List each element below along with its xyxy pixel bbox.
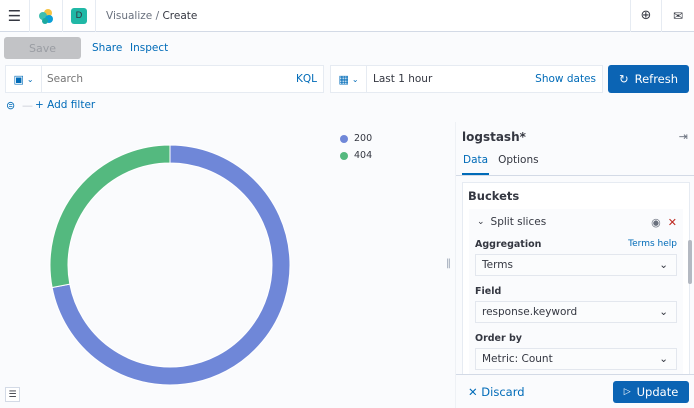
play-icon: ▷ — [623, 386, 631, 397]
breadcrumb-visualize[interactable]: Visualize — [106, 9, 153, 22]
kql-toggle[interactable]: KQL — [296, 73, 317, 85]
list-icon: ☰ — [8, 389, 17, 400]
discard-button[interactable]: ✕ Discard — [468, 385, 525, 399]
date-picker: ▦ ⌄ Last 1 hour Show dates — [330, 65, 603, 93]
filter-icon[interactable]: ⊜ — [6, 99, 16, 112]
legend: 200 404 — [340, 130, 372, 164]
split-slices-title[interactable]: Split slices — [490, 216, 547, 228]
legend-label: 200 — [354, 133, 373, 144]
update-button[interactable]: ▷ Update — [613, 380, 689, 403]
share-link[interactable]: Share — [92, 42, 123, 54]
chevron-down-icon[interactable]: ⌄ — [477, 217, 485, 227]
buckets-title: Buckets — [468, 189, 520, 203]
eye-icon[interactable]: ◉ — [651, 215, 661, 229]
field-value: response.keyword — [482, 306, 578, 318]
chevron-down-icon: ⌄ — [26, 74, 34, 84]
legend-dot — [340, 134, 348, 143]
slice-404[interactable] — [49, 144, 171, 289]
aggregation-select[interactable]: Terms ⌄ — [475, 254, 677, 276]
resize-handle[interactable]: ‖ — [446, 258, 451, 269]
order-by-select[interactable]: Metric: Count ⌄ — [475, 348, 677, 370]
help-icon: ⊕ — [640, 8, 652, 23]
save-button[interactable]: Save — [4, 37, 81, 59]
chevron-down-icon: ⌄ — [659, 306, 668, 318]
refresh-label: Refresh — [634, 72, 679, 86]
editor-sidebar: logstash* ⇥ Data Options Buckets ⌄ Split… — [455, 122, 694, 408]
remove-icon[interactable]: ✕ — [667, 215, 677, 229]
legend-item-404[interactable]: 404 — [340, 147, 372, 164]
add-filter-button[interactable]: + Add filter — [35, 99, 96, 111]
chevron-down-icon: ⌄ — [659, 259, 668, 271]
space-selector[interactable]: D — [63, 0, 96, 32]
index-pattern-title: logstash* — [462, 130, 526, 144]
aggregation-label: Aggregation — [475, 239, 542, 250]
calendar-icon: ▦ — [338, 72, 349, 86]
field-label: Field — [475, 286, 502, 297]
chevron-down-icon: ⌄ — [351, 74, 359, 84]
help-button[interactable]: ⊕ — [630, 0, 662, 32]
buckets-panel: Buckets ⌄ Split slices ◉ ✕ Aggregation Te… — [462, 182, 690, 378]
divider: — — [22, 99, 33, 112]
chevron-down-icon: ⌄ — [659, 353, 668, 365]
query-bar: ▣⌄ KQL — [5, 65, 324, 93]
show-dates-link[interactable]: Show dates — [535, 73, 596, 85]
newsfeed-button[interactable]: ✉ — [662, 0, 694, 32]
saved-query-button[interactable]: ▣ ⌄ — [6, 66, 42, 92]
refresh-icon: ↻ — [618, 72, 629, 86]
elastic-logo-icon — [39, 8, 53, 24]
refresh-button[interactable]: ↻ Refresh — [608, 65, 689, 93]
terms-help-link[interactable]: Terms help — [628, 239, 677, 249]
legend-item-200[interactable]: 200 — [340, 130, 372, 147]
donut-chart — [49, 144, 291, 386]
breadcrumb-create: Create — [162, 9, 198, 22]
quick-menu-button[interactable]: ▦ ⌄ — [331, 66, 367, 92]
mail-icon: ✉ — [672, 8, 684, 23]
hamburger-icon: ☰ — [7, 6, 22, 25]
legend-toggle-button[interactable]: ☰ — [5, 387, 20, 402]
time-range[interactable]: Last 1 hour — [373, 73, 433, 85]
breadcrumb: Visualize / Create — [106, 9, 198, 22]
discard-label: Discard — [481, 384, 525, 399]
legend-label: 404 — [354, 150, 373, 161]
update-label: Update — [636, 384, 679, 399]
order-by-value: Metric: Count — [482, 353, 553, 365]
tab-data[interactable]: Data — [462, 154, 490, 175]
close-icon: ✕ — [468, 384, 482, 399]
order-by-label: Order by — [475, 333, 522, 344]
field-select[interactable]: response.keyword ⌄ — [475, 301, 677, 323]
kibana-logo[interactable] — [30, 0, 63, 32]
space-avatar: D — [71, 7, 87, 24]
menu-button[interactable]: ☰ — [0, 0, 30, 32]
aggregation-value: Terms — [482, 259, 513, 271]
save-icon: ▣ — [13, 72, 24, 86]
legend-dot — [340, 151, 348, 160]
search-input[interactable] — [42, 73, 296, 85]
scrollbar[interactable] — [688, 240, 692, 284]
inspect-link[interactable]: Inspect — [130, 42, 169, 54]
header-bar: ☰ D Visualize / Create ⊕ ✉ — [0, 0, 694, 32]
collapse-sidebar-icon[interactable]: ⇥ — [678, 130, 688, 143]
slice-200[interactable] — [51, 144, 291, 386]
tab-options[interactable]: Options — [498, 154, 539, 166]
